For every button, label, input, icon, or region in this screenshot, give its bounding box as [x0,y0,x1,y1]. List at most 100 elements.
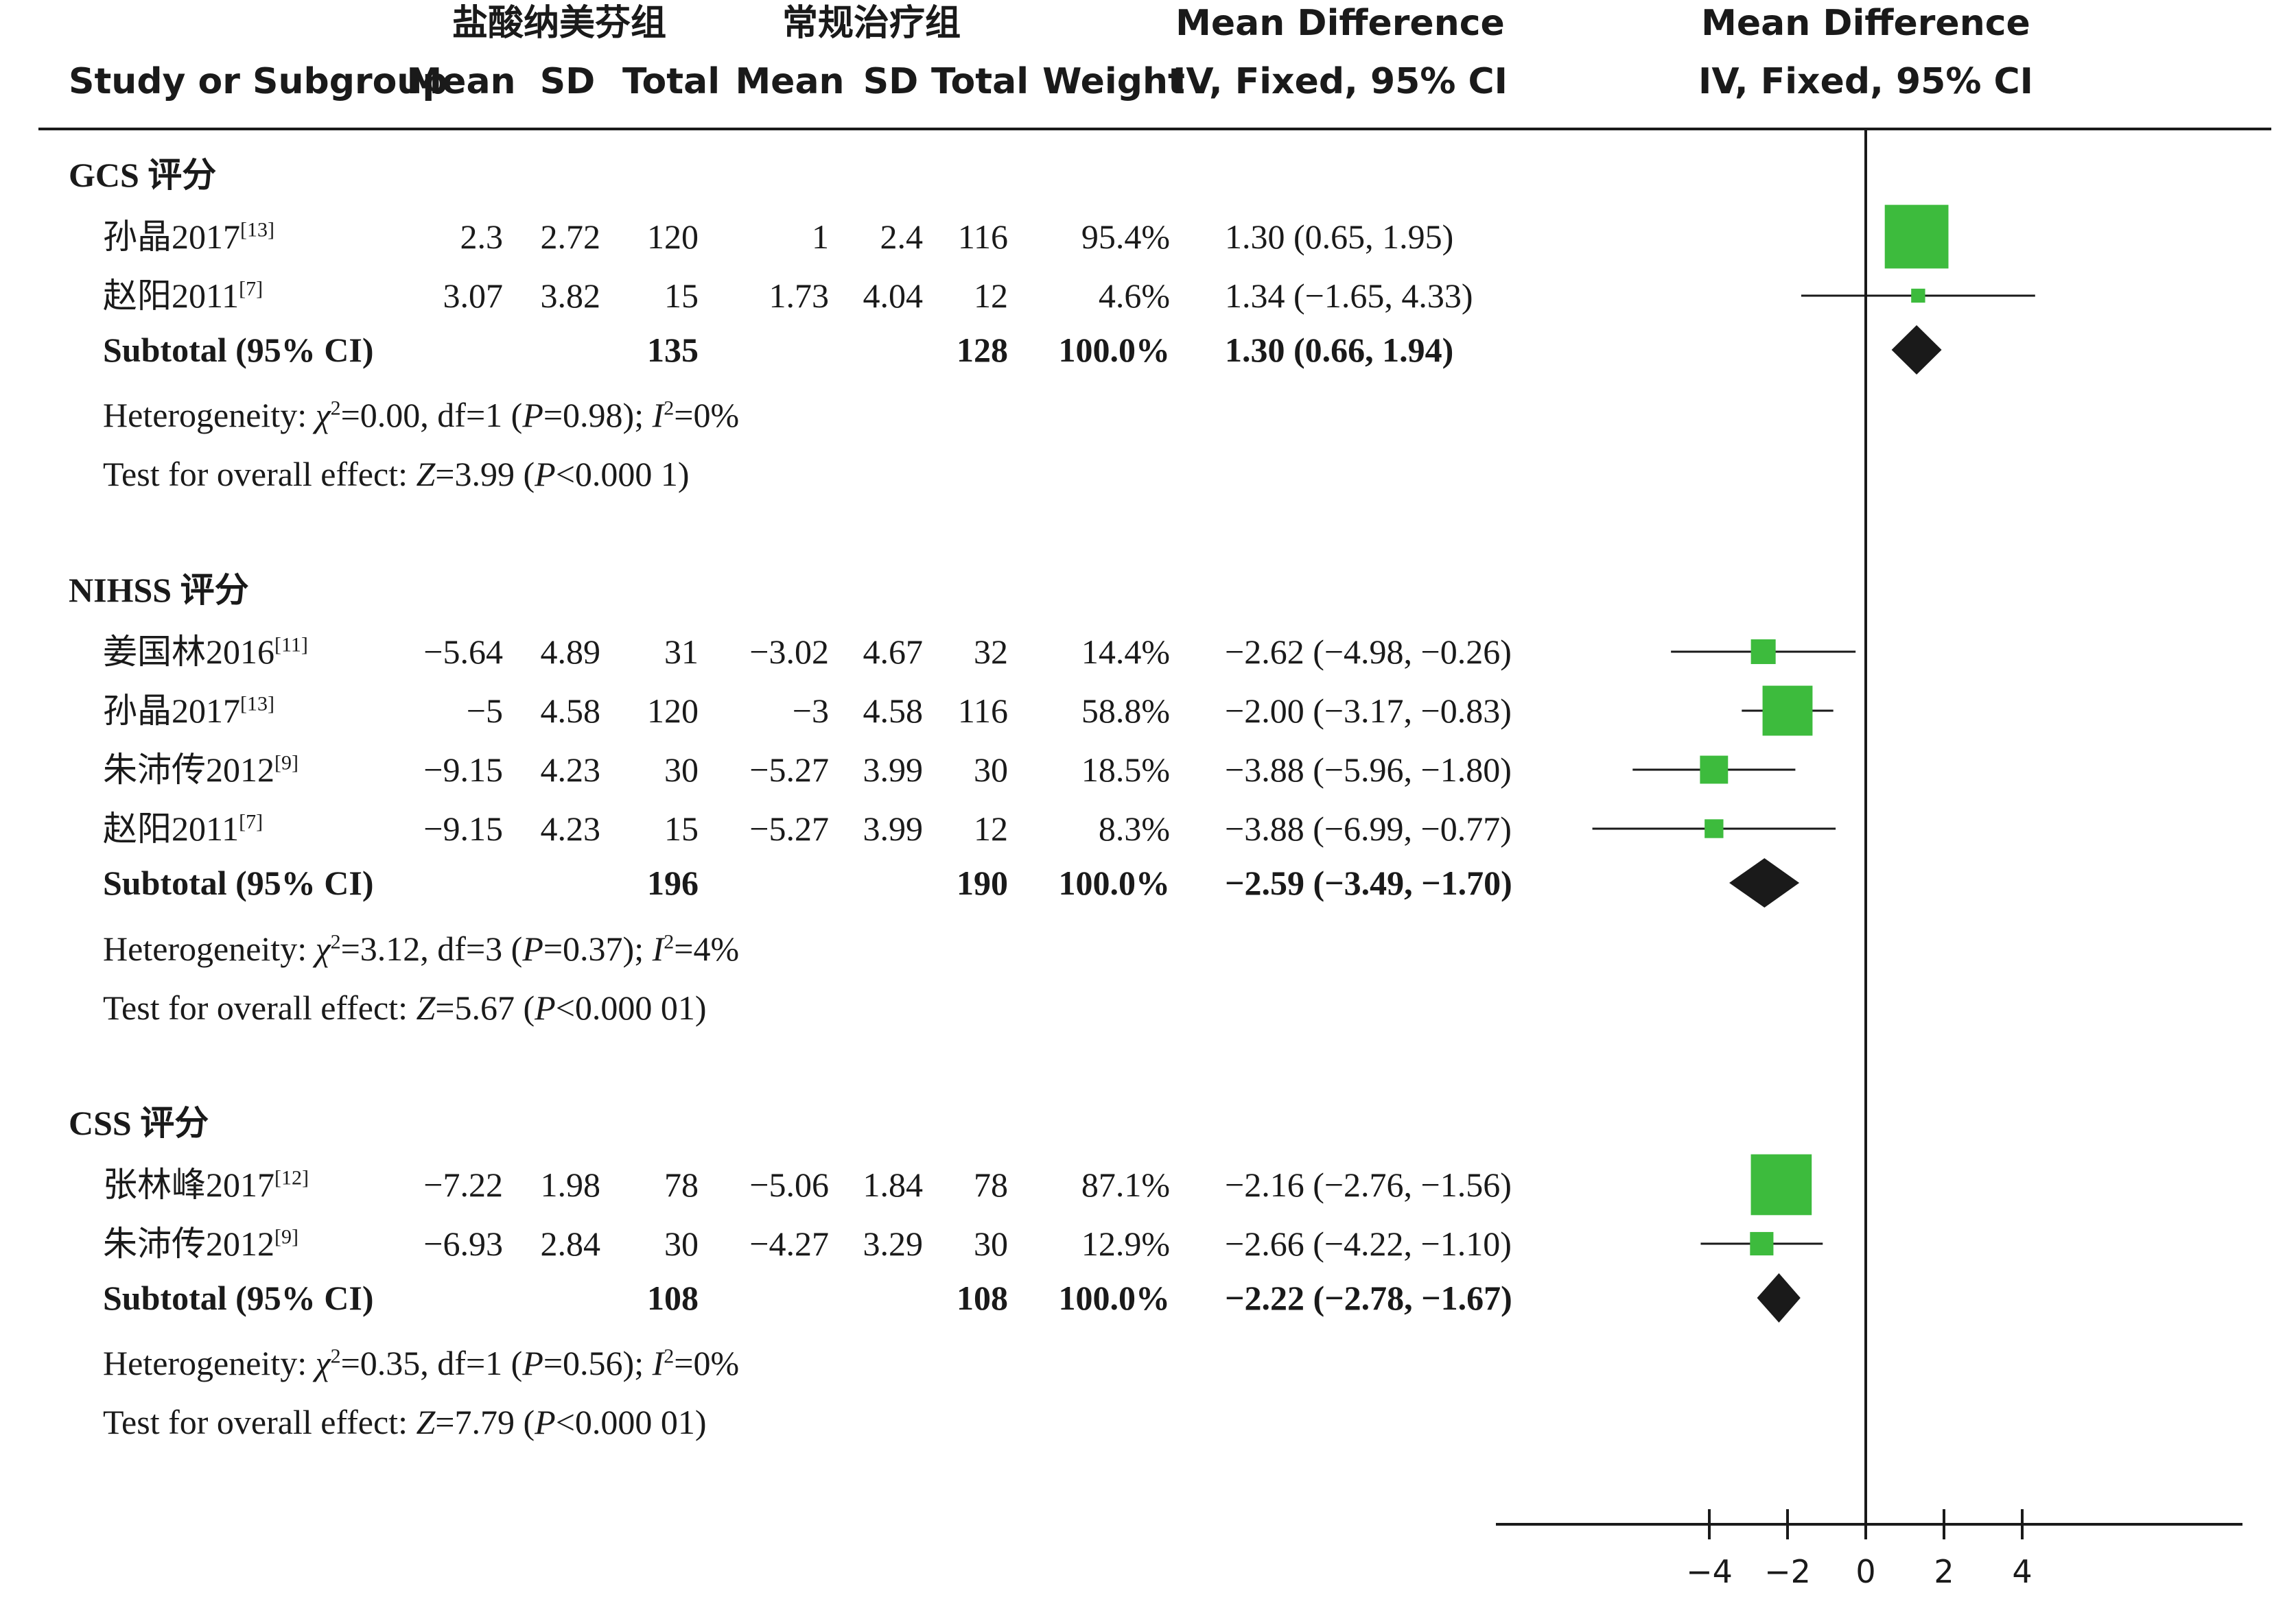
subtotal-ci: −2.22 (−2.78, −1.67) [1225,1279,1512,1317]
ci-cell: −2.16 (−2.76, −1.56) [1225,1166,1512,1204]
x-tick-label: −4 [1686,1553,1733,1590]
total1-cell: 120 [647,691,699,730]
mean2-cell: −5.27 [749,750,829,789]
total2-cell: 78 [974,1166,1008,1204]
total2-cell: 30 [974,750,1008,789]
weight-box [1750,1231,1774,1256]
weight-cell: 18.5% [1081,750,1170,789]
total1-cell: 15 [664,276,699,315]
group2-header: 常规治疗组 [782,3,961,44]
total1-cell: 30 [664,750,699,789]
mean1-cell: −9.15 [423,809,503,848]
sd1-header: SD [539,61,596,102]
weight-cell: 12.9% [1081,1225,1170,1263]
plot-marks [1592,204,2035,1323]
ci-cell: −2.66 (−4.22, −1.10) [1225,1225,1512,1263]
subtotal-total2: 128 [957,331,1008,369]
sd2-header: SD [863,61,919,102]
total2-cell: 12 [974,809,1008,848]
x-tick-label: 4 [2012,1553,2033,1590]
subtotal-ci: 1.30 (0.66, 1.94) [1225,331,1454,369]
study-ref: [9] [274,751,298,774]
weight-box [1750,639,1776,665]
mean2-cell: −5.27 [749,809,829,848]
ci-cell: 1.30 (0.65, 1.95) [1225,217,1454,256]
weight-cell: 8.3% [1098,809,1170,848]
weight-cell: 58.8% [1081,691,1170,730]
weight-cell: 4.6% [1098,276,1170,315]
study-ref: [7] [239,810,263,833]
sd2-cell: 3.99 [863,750,924,789]
group1-header: 盐酸纳美芬组 [452,3,666,44]
mean1-cell: 2.3 [460,217,504,256]
x-tick-label: 0 [1855,1553,1876,1590]
ci-cell: −3.88 (−6.99, −0.77) [1225,809,1512,848]
total2-header: Total [930,61,1029,102]
plot-header-sub: IV, Fixed, 95% CI [1698,61,2034,102]
subtotal-weight: 100.0% [1058,331,1171,369]
weight-cell: 14.4% [1081,632,1170,671]
mean1-cell: −5 [466,691,503,730]
sd1-cell: 1.98 [540,1166,601,1204]
study-name: 赵阳2011[7] [103,809,263,848]
subtotal-label: Subtotal (95% CI) [103,331,374,369]
md-header-top: Mean Difference [1175,3,1505,44]
weight-box [1705,819,1724,838]
subtotal-diamond [1729,858,1800,908]
subtotal-diamond [1891,325,1942,375]
sd1-cell: 2.72 [540,217,601,256]
study-name: 孙晶2017[13] [103,217,274,256]
sd2-cell: 3.99 [863,809,924,848]
x-tick-label: 2 [1934,1553,1954,1590]
subtotal-total1: 196 [647,864,699,902]
sd1-cell: 4.23 [540,750,601,789]
total1-cell: 78 [664,1166,699,1204]
study-name: 姜国林2016[11] [103,632,308,671]
subtotal-total1: 108 [647,1279,699,1317]
mean1-cell: 3.07 [443,276,504,315]
weight-box [1700,755,1729,784]
plot-header-top: Mean Difference [1701,3,2030,44]
overall-effect-text: Test for overall effect: Z=7.79 (P<0.000… [103,1403,707,1441]
overall-effect-text: Test for overall effect: Z=3.99 (P<0.000… [103,455,690,493]
total1-header: Total [622,61,721,102]
mean1-cell: −7.22 [423,1166,503,1204]
mean2-cell: 1.73 [769,276,830,315]
weight-box [1762,685,1813,736]
x-tick-label: −2 [1764,1553,1811,1590]
x-axis-ticks [1708,1509,2024,1539]
subgroup-title: NIHSS 评分 [69,571,249,609]
mean2-cell: −3.02 [749,632,829,671]
sd2-cell: 4.67 [863,632,924,671]
total2-cell: 116 [957,691,1008,730]
subtotal-ci: −2.59 (−3.49, −1.70) [1225,864,1512,902]
sd1-cell: 2.84 [540,1225,601,1263]
study-ref: [13] [240,218,274,241]
heterogeneity-text: Heterogeneity: χ2=0.00, df=1 (P=0.98); I… [103,396,740,434]
study-name: 朱沛传2012[9] [103,1225,298,1263]
heterogeneity-text: Heterogeneity: χ2=0.35, df=1 (P=0.56); I… [103,1344,740,1382]
subtotal-label: Subtotal (95% CI) [103,1279,374,1317]
total2-cell: 32 [974,632,1008,671]
mean1-cell: −9.15 [423,750,503,789]
subgroup-title: GCS 评分 [69,156,217,194]
total2-cell: 12 [974,276,1008,315]
total1-cell: 120 [647,217,699,256]
sd2-cell: 1.84 [863,1166,924,1204]
sd2-cell: 2.4 [880,217,924,256]
subgroup-title: CSS 评分 [69,1104,209,1142]
sd2-cell: 4.04 [863,276,924,315]
subtotal-total1: 135 [647,331,699,369]
study-name: 孙晶2017[13] [103,691,274,730]
weight-box [1884,204,1949,269]
sd2-cell: 4.58 [863,691,924,730]
subtotal-weight: 100.0% [1058,864,1171,902]
weight-box [1750,1154,1812,1216]
ci-cell: −2.62 (−4.98, −0.26) [1225,632,1512,671]
sd1-cell: 4.89 [540,632,601,671]
mean1-header: Mean [406,61,516,102]
overall-effect-text: Test for overall effect: Z=5.67 (P<0.000… [103,989,707,1027]
heterogeneity-text: Heterogeneity: χ2=3.12, df=3 (P=0.37); I… [103,930,740,968]
mean2-header: Mean [735,61,845,102]
